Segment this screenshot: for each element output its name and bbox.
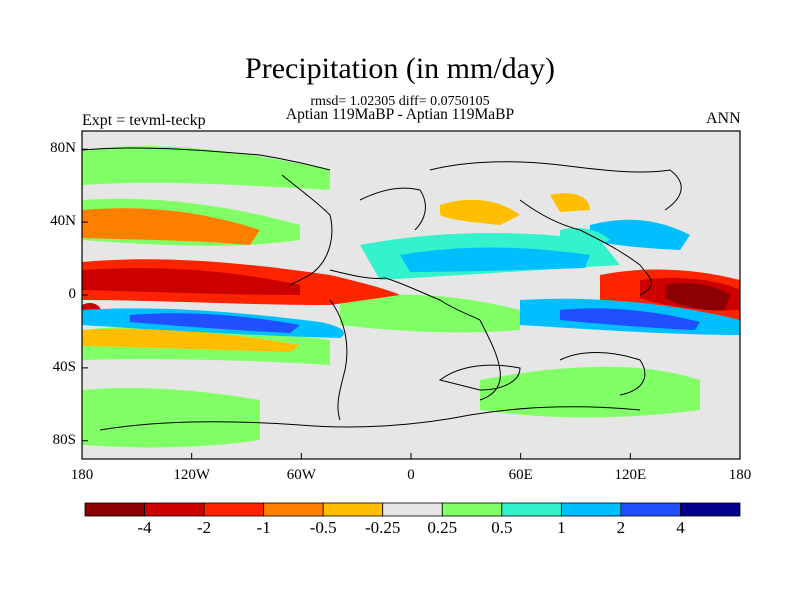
x-tick-label: 120W: [173, 467, 210, 483]
y-tick-label: 80N: [50, 140, 76, 157]
colorbar-swatch: [560, 502, 622, 517]
x-tick-label: 60W: [286, 467, 316, 483]
x-tick-label: 180: [728, 467, 752, 483]
colorbar-label: 4: [676, 518, 685, 537]
x-tick-label: 120E: [614, 467, 647, 483]
colorbar-swatch: [501, 502, 562, 517]
colorbar-swatch: [322, 502, 384, 517]
x-tick-label: 60E: [508, 467, 533, 483]
precip-field: [82, 146, 740, 448]
colorbar-swatch: [144, 502, 205, 517]
colorbar-swatch: [203, 502, 265, 517]
plot-title: Precipitation (in mm/day): [245, 52, 555, 85]
colorbar-label: -2: [196, 518, 212, 537]
colorbar-label: 0.5: [491, 518, 513, 537]
colorbar-swatch: [441, 502, 503, 517]
y-tick-label: 40N: [50, 213, 76, 230]
experiment-label: Expt = tevml-teckp: [82, 112, 206, 129]
colorbar-label: 1: [557, 518, 566, 537]
y-tick-label: 0: [68, 286, 77, 302]
colorbar-swatch: [382, 502, 443, 517]
x-tick-label: 0: [407, 467, 415, 483]
colorbar-label: 2: [616, 518, 626, 537]
colorbar-swatch: [680, 502, 741, 517]
colorbar: [84, 502, 741, 517]
colorbar-label: -4: [137, 518, 152, 537]
season-label: ANN: [706, 110, 741, 127]
colorbar-swatch: [84, 502, 145, 517]
colorbar-label: -0.5: [309, 518, 337, 537]
colorbar-label: 0.25: [427, 518, 458, 537]
colorbar-swatch: [620, 502, 681, 517]
x-tick-label: 180: [70, 467, 94, 483]
stats-line: rmsd= 1.02305 diff= 0.0750105: [310, 94, 490, 109]
colorbar-swatch: [263, 502, 324, 517]
colorbar-label: -1: [256, 518, 271, 537]
colorbar-label: -0.25: [365, 518, 401, 537]
y-tick-label: 80S: [52, 431, 76, 448]
coastlines: [82, 147, 682, 431]
y-tick-label: 40S: [52, 358, 76, 375]
periods-line: Aptian 119MaBP - Aptian 119MaBP: [285, 106, 515, 123]
